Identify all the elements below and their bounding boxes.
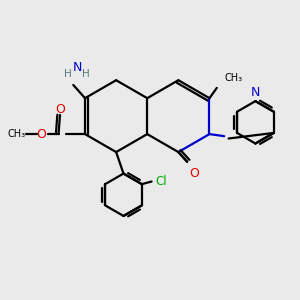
Text: CH₃: CH₃ [8,129,26,139]
Text: N: N [72,61,82,74]
Text: H: H [64,69,72,79]
Text: O: O [55,103,65,116]
Text: O: O [36,128,46,141]
Text: Cl: Cl [155,175,167,188]
Text: CH₃: CH₃ [224,73,242,82]
Text: N: N [251,86,260,99]
Text: O: O [189,167,199,180]
Text: H: H [82,69,90,79]
